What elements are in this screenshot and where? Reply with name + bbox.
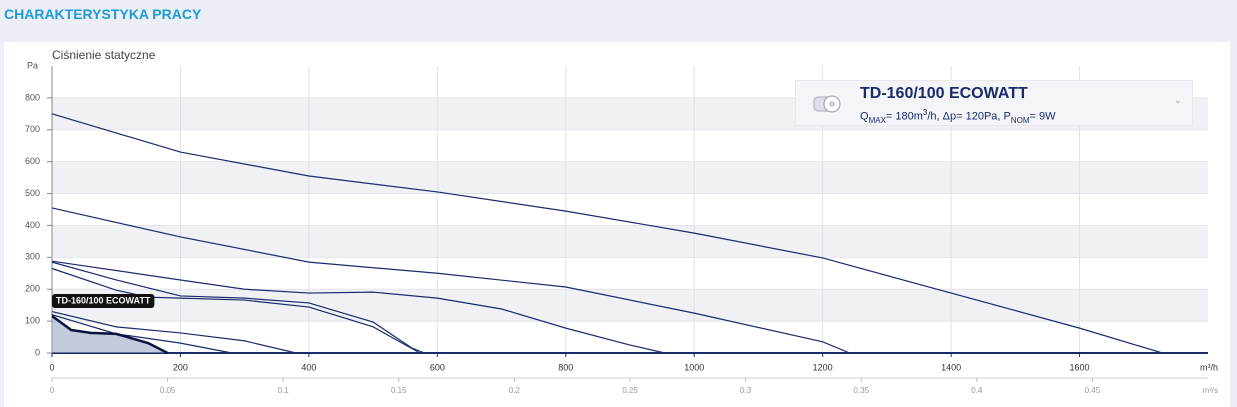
y-axis-title: Ciśnienie statyczne [52,48,156,62]
spec-text: = 180m [885,110,923,123]
x-tick-label: 1600 [1070,362,1090,372]
x2-tick-label: 0 [50,386,55,395]
y-tick-label: 800 [25,92,40,102]
x-tick-label: 600 [430,362,445,372]
y-tick-label: 200 [25,284,40,294]
series-line [51,260,665,354]
x-tick-label: 1200 [813,362,833,372]
grid-band [52,161,1208,194]
x2-tick-label: 0.3 [740,386,752,395]
spec-sub: MAX [868,115,886,125]
y-tick-label: 500 [25,188,40,198]
x2-tick-label: 0.35 [853,386,869,395]
series-line [51,314,169,355]
y-tick-label: 600 [25,156,40,166]
series-line [51,267,421,354]
series-line [51,207,850,354]
x2-tick-label: 0.1 [278,386,290,395]
y-tick-label: 0 [35,347,40,357]
x-tick-label: 1000 [684,362,704,372]
x2-unit: m³/s [1202,386,1218,395]
series-line [51,310,297,354]
label-box [52,294,155,309]
series-name: TD-160/100 ECOWATT [56,295,151,305]
grid-band [52,225,1208,258]
chevron: ⌄ [1173,95,1182,106]
spec-sup: 3 [922,108,928,117]
y-tick-label: 300 [25,252,40,262]
series-label: TD-160/100 ECOWATT [52,294,155,309]
section-title: CHARAKTERYSTYKA PRACY [4,6,202,22]
card-spec: QMAX= 180m3/h, Δp= 120Pa, PNOM= 9W [860,108,1056,125]
x-tick-label: 200 [173,362,188,372]
product-icon [813,95,841,113]
x2-tick-label: 0.25 [622,386,638,395]
series-line [51,314,232,354]
y-tick-label: 400 [25,220,40,230]
x-tick-label: 1400 [941,362,961,372]
y-tick-label: 100 [25,315,40,325]
series-line [51,261,425,354]
y-unit: Pa [27,60,38,70]
x2-tick-label: 0.2 [509,386,521,395]
spec-text: = 9W [1029,110,1056,123]
product-card[interactable]: TD-160/100 ECOWATT QMAX= 180m3/h, Δp= 12… [795,80,1193,126]
card-title: TD-160/100 ECOWATT [860,85,1028,102]
x-tick-label: 400 [301,362,316,372]
x2-tick-label: 0.45 [1085,386,1101,395]
x-tick-label: 0 [49,362,54,372]
spec-text: /h, Δp= 120Pa, P [927,110,1011,123]
series-line [51,113,1163,354]
y-tick-label: 700 [25,124,40,134]
grid-band [52,289,1208,322]
x2-tick-label: 0.05 [160,386,176,395]
x2-tick-label: 0.4 [971,386,983,395]
spec-text: Q [860,110,869,123]
x-tick-label: 800 [558,362,573,372]
x-unit: m³/h [1200,362,1218,372]
x2-tick-label: 0.15 [391,386,407,395]
spec-sub: NOM [1010,115,1030,125]
